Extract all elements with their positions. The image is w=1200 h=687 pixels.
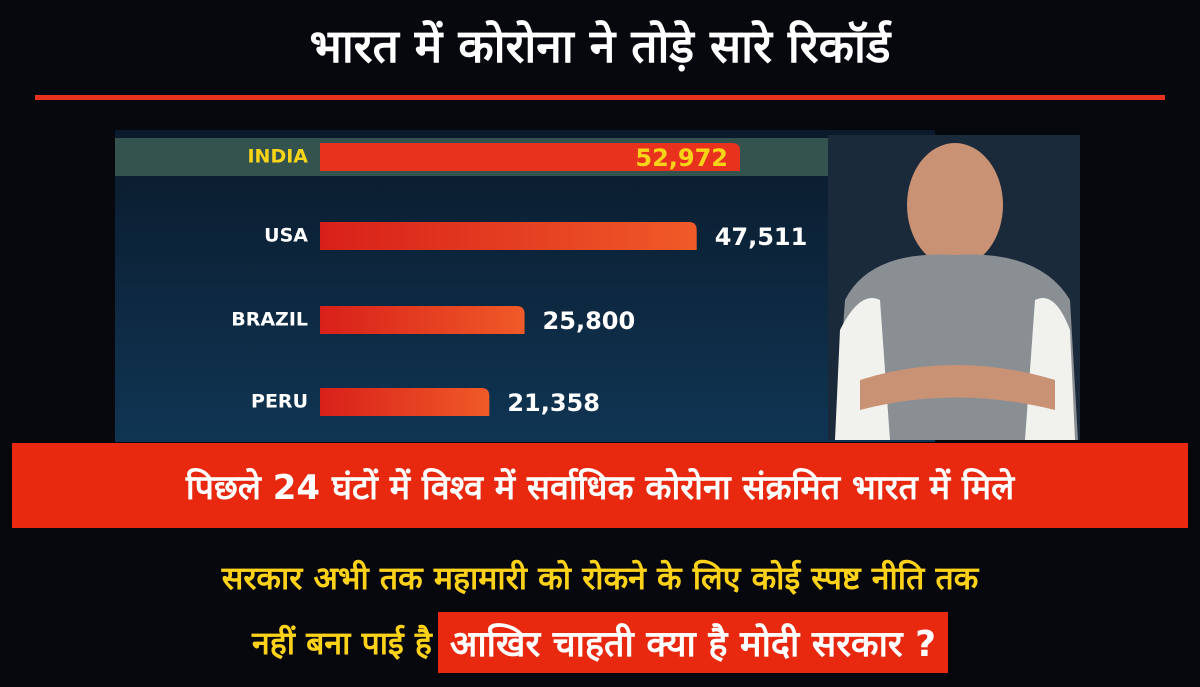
category-label: PERU	[251, 391, 308, 413]
footer-line: सरकार अभी तक महामारी को रोकने के लिए कोई…	[221, 559, 979, 597]
value-label: 47,511	[715, 223, 808, 251]
chart-panel	[115, 130, 935, 442]
headline: भारत में कोरोना ने तोड़े सारे रिकॉर्ड	[309, 19, 891, 73]
bar	[320, 388, 490, 416]
bar	[320, 306, 525, 334]
person-photo	[828, 135, 1080, 440]
category-label: USA	[264, 225, 308, 247]
category-label: BRAZIL	[231, 309, 308, 331]
footer-line: नहीं बना पाई है आखिर चाहती क्या है मोदी …	[0, 612, 1200, 673]
title-rule	[35, 95, 1165, 100]
bar	[320, 222, 697, 250]
banner: पिछले 24 घंटों में विश्व में सर्वाधिक को…	[12, 443, 1188, 528]
footer-text: नहीं बना पाई है	[251, 624, 432, 662]
category-label: INDIA	[247, 146, 308, 168]
value-label: 52,972	[635, 144, 728, 172]
footer-highlight: आखिर चाहती क्या है मोदी सरकार ?	[437, 612, 949, 673]
value-label: 25,800	[543, 307, 636, 335]
value-label: 21,358	[507, 389, 600, 417]
bar	[320, 143, 740, 171]
